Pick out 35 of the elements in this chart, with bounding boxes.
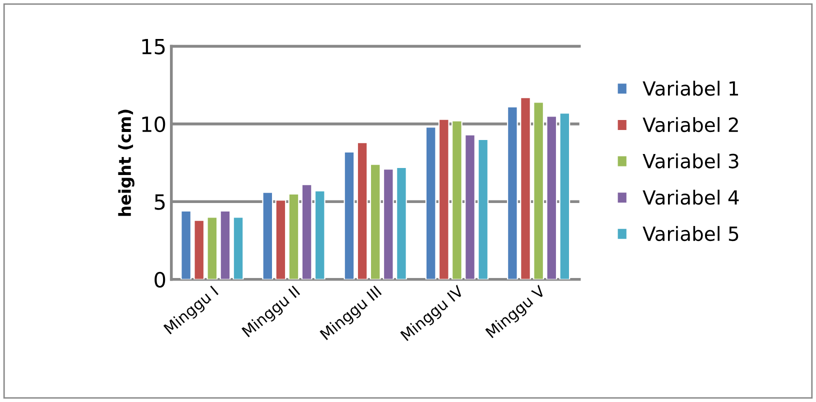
bar	[396, 166, 407, 280]
bar	[314, 190, 326, 280]
bar	[464, 134, 476, 280]
bar	[452, 120, 462, 280]
bar	[356, 142, 368, 280]
bar	[425, 126, 436, 280]
bar	[478, 138, 489, 280]
bar	[180, 210, 192, 280]
y-tick-label: 5	[154, 194, 165, 210]
bar	[533, 102, 544, 280]
y-tick-label: 15	[142, 38, 165, 54]
legend-label: Variabel 4	[642, 190, 739, 205]
bar	[206, 216, 218, 280]
y-tick-label: 0	[154, 272, 166, 288]
bar	[382, 168, 394, 280]
bar	[344, 151, 355, 280]
bar	[506, 106, 518, 280]
bar	[232, 216, 244, 280]
bar	[520, 96, 531, 280]
legend-label: Variabel 2	[642, 117, 738, 132]
bar	[370, 164, 381, 280]
y-axis-title: height (cm)	[118, 110, 134, 216]
legend-label: Variabel 5	[642, 226, 738, 242]
bar	[546, 116, 558, 280]
y-tick-label: 10	[142, 116, 166, 132]
legend-label: Variabel 1	[642, 80, 738, 96]
bar	[220, 210, 231, 280]
bar	[438, 118, 450, 280]
bar	[275, 200, 286, 280]
bar	[194, 220, 205, 280]
bar	[559, 112, 570, 280]
bar	[288, 193, 300, 280]
bar	[262, 192, 274, 280]
legend-label: Variabel 3	[642, 153, 738, 168]
bar	[301, 184, 312, 280]
